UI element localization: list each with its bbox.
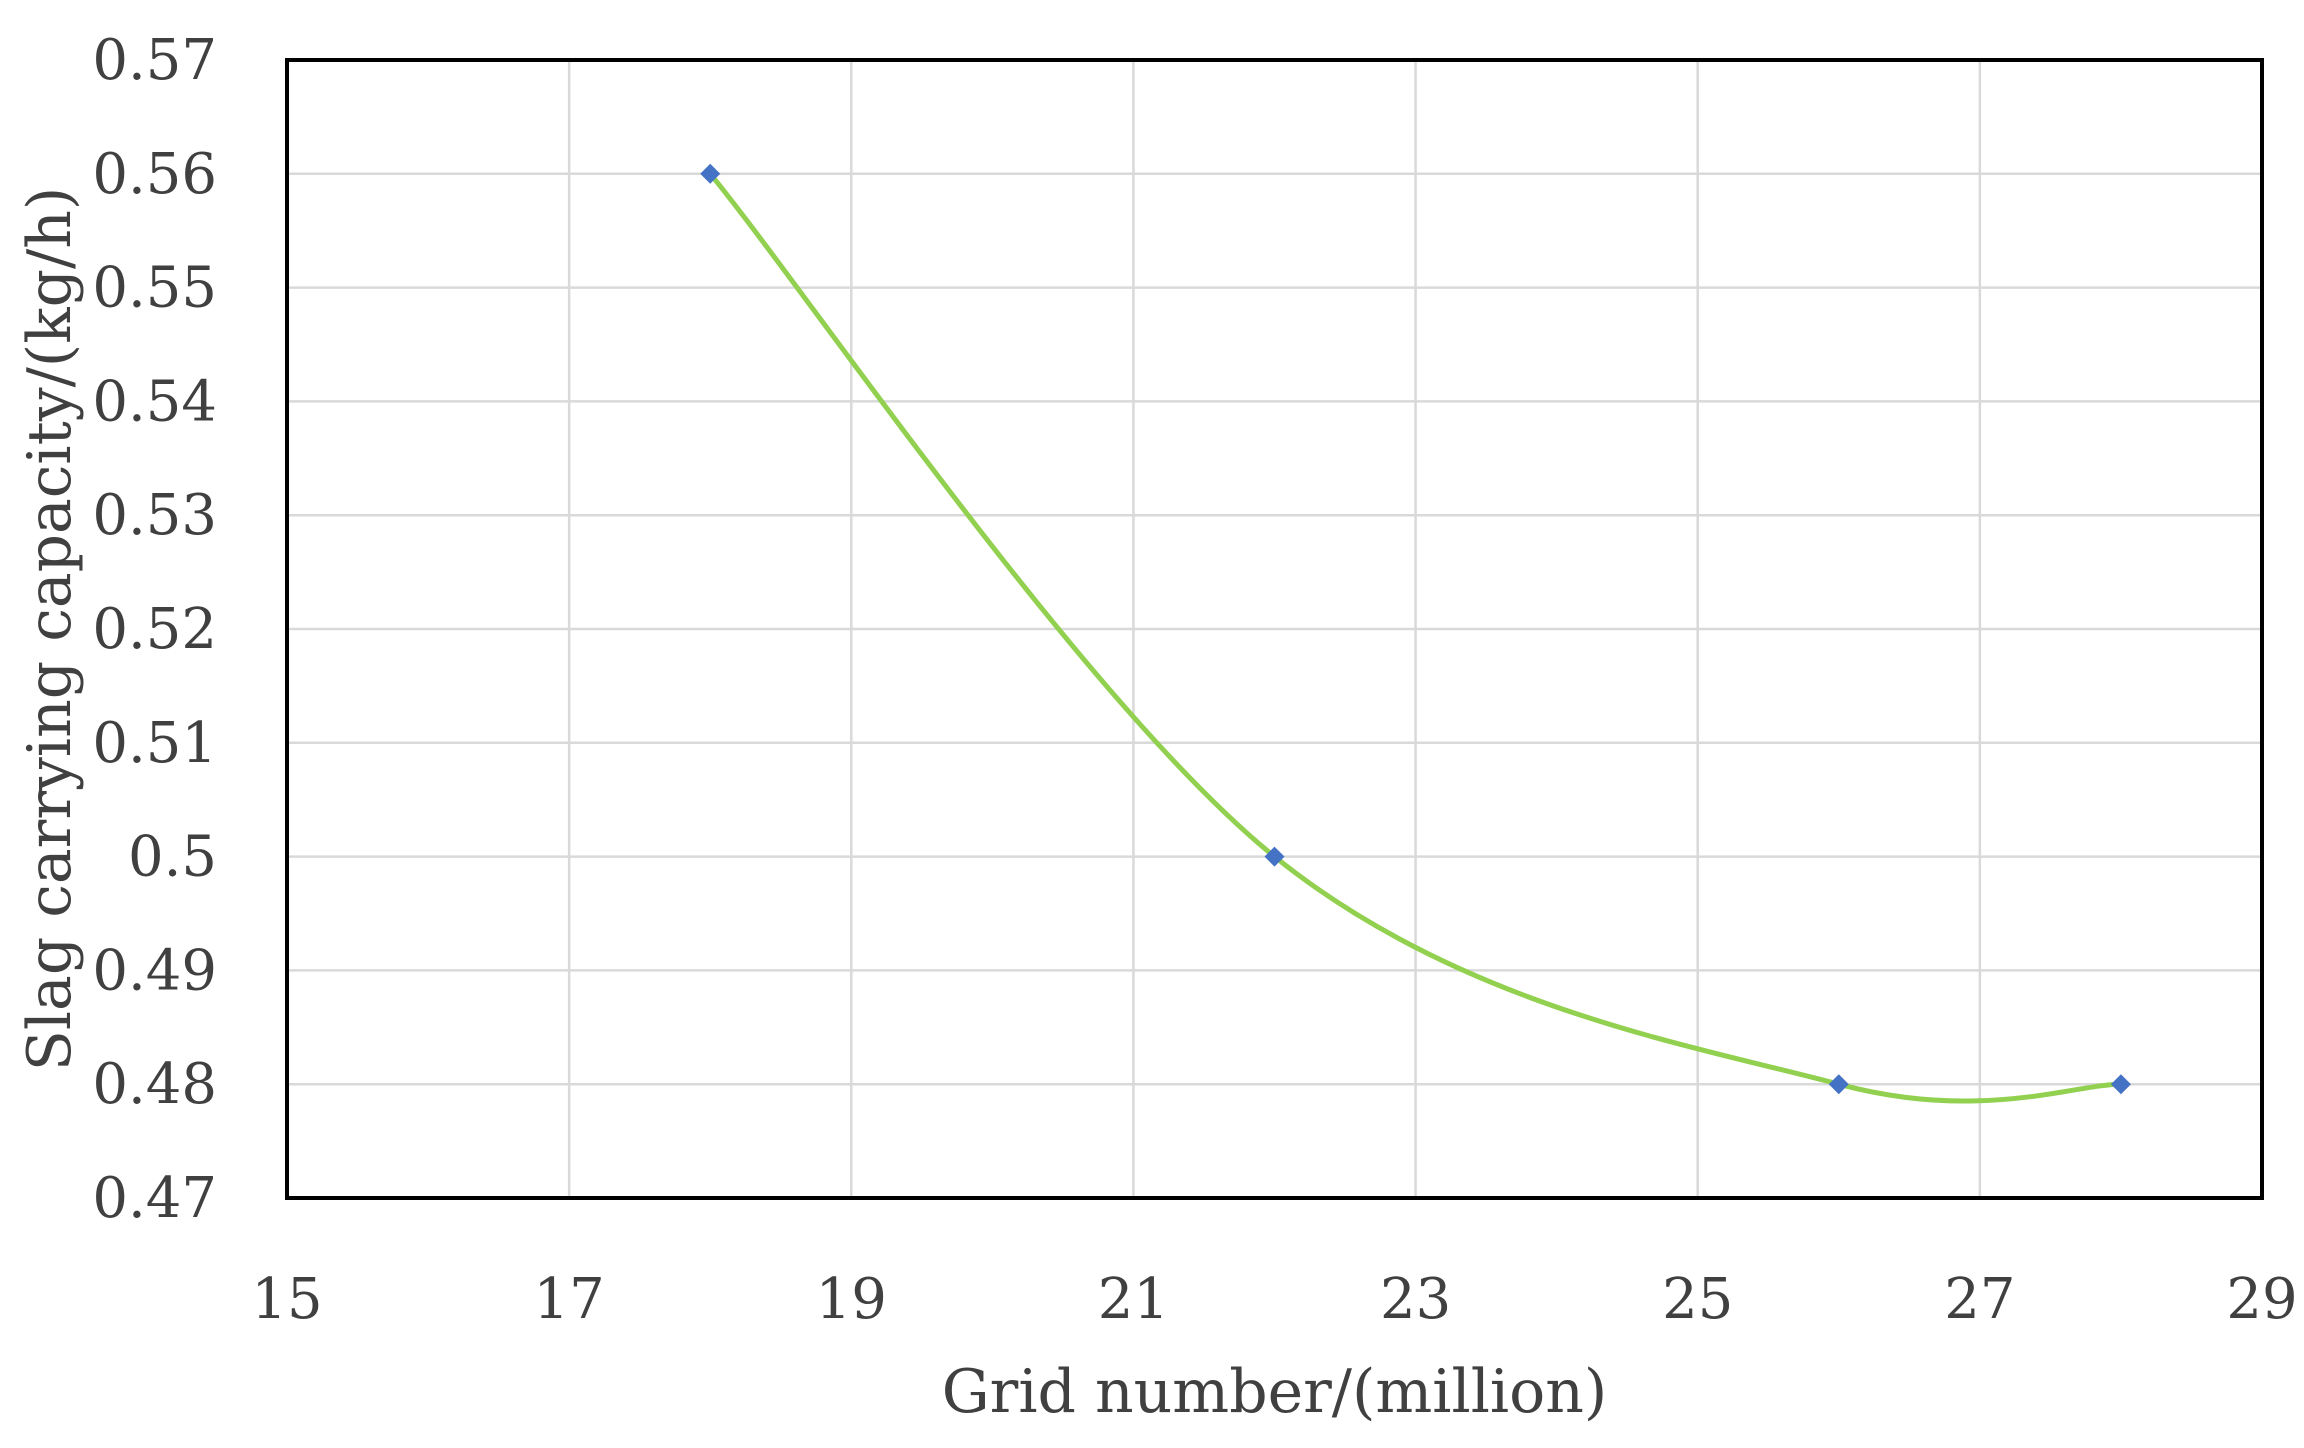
y-tick-label: 0.48 [92,1052,217,1117]
x-tick-label: 25 [1662,1267,1733,1332]
y-tick-label: 0.54 [92,369,217,434]
x-tick-label: 23 [1380,1267,1451,1332]
y-tick-label: 0.53 [92,483,217,548]
x-tick-label: 17 [534,1267,605,1332]
y-tick-label: 0.55 [92,256,217,321]
y-tick-label: 0.52 [92,597,217,662]
y-tick-label: 0.57 [92,28,217,93]
y-tick-label: 0.56 [92,142,217,207]
plot-area-border [285,58,2264,1200]
x-axis-tick-labels: 15 17 19 21 23 25 27 29 [251,1267,2297,1332]
y-axis-tick-labels: 0.47 0.48 0.49 0.5 0.51 0.52 0.53 0.54 0.55 0.56 0… [92,28,217,1231]
x-tick-label: 21 [1098,1267,1169,1332]
y-axis-title: Slag carrying capacity/(kg/h) [15,187,85,1072]
gridlines [285,58,2264,1200]
series-line [707,171,2124,1104]
x-tick-label: 15 [251,1267,322,1332]
x-tick-label: 19 [816,1267,887,1332]
data-point-marker [1264,846,1285,867]
y-tick-label: 0.51 [92,711,217,776]
y-tick-label: 0.47 [92,1166,217,1231]
y-tick-label: 0.5 [128,825,217,890]
y-tick-label: 0.49 [92,938,217,1003]
series-layer [700,163,2131,1104]
data-point-marker [700,163,721,184]
x-axis-title: Grid number/(million) [942,1357,1608,1427]
x-tick-label: 27 [1944,1267,2015,1332]
data-point-marker [2110,1074,2131,1095]
x-tick-label: 29 [2226,1267,2297,1332]
data-point-marker [1828,1074,1849,1095]
